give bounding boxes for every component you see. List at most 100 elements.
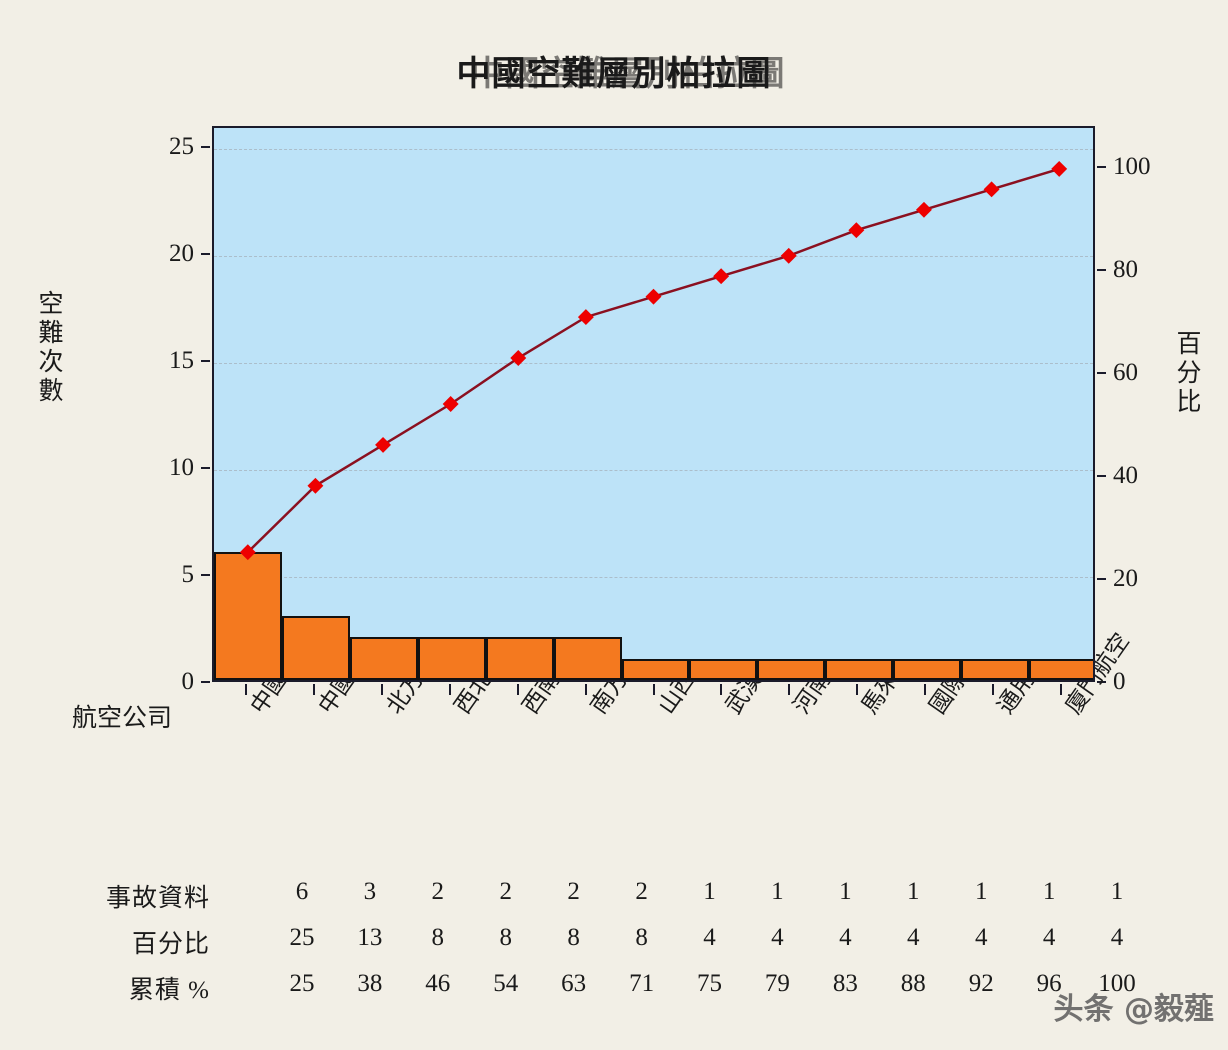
y-axis-tickmark bbox=[201, 467, 210, 470]
table-row-label: 百分比 bbox=[131, 931, 210, 958]
y-axis-title: 空難次數 bbox=[35, 290, 62, 406]
y2-axis-tick-label: 0 bbox=[1113, 668, 1126, 695]
bar bbox=[689, 658, 758, 680]
table-cell: 2 bbox=[567, 878, 580, 905]
plot-area bbox=[212, 126, 1095, 682]
table-cell: 100 bbox=[1098, 970, 1136, 997]
table-cell: 4 bbox=[974, 924, 988, 951]
gridline bbox=[214, 149, 1093, 151]
x-axis-tickmark bbox=[992, 684, 995, 695]
y2-axis-tickmark bbox=[1097, 578, 1106, 581]
table-cell: 4 bbox=[839, 924, 852, 951]
bar bbox=[214, 551, 282, 680]
table-cell: 1 bbox=[771, 878, 784, 905]
x-axis-tickmark bbox=[448, 684, 451, 695]
table-cell: 1 bbox=[839, 878, 852, 905]
x-axis-tickmark bbox=[516, 684, 519, 695]
bar bbox=[553, 637, 622, 680]
y2-axis-tick-label: 80 bbox=[1113, 256, 1138, 284]
table-cell: 8 bbox=[499, 924, 512, 951]
table-cell: 83 bbox=[832, 970, 858, 997]
table-cell: 1 bbox=[974, 878, 988, 905]
table-cell: 71 bbox=[629, 970, 655, 997]
y2-axis-tick-label: 40 bbox=[1113, 462, 1138, 490]
y2-axis-tickmark bbox=[1097, 166, 1106, 169]
bar bbox=[757, 658, 826, 680]
bar bbox=[961, 658, 1030, 680]
table-cell: 8 bbox=[567, 924, 580, 951]
x-axis-tickmark bbox=[720, 684, 723, 695]
table-cell: 1 bbox=[907, 878, 920, 905]
y-axis-tick-label: 15 bbox=[169, 347, 194, 375]
table-cell: 1 bbox=[1042, 878, 1056, 905]
bar bbox=[621, 658, 690, 680]
table-cell: 6 bbox=[295, 878, 309, 905]
x-axis-tickmark bbox=[380, 684, 383, 695]
y-axis-tickmark bbox=[201, 360, 210, 363]
table-cell: 1 bbox=[703, 878, 716, 905]
table-row: 累積 % 25 38 46 54 63 71 75 79 83 88 92 96 100 bbox=[0, 970, 1228, 1006]
x-axis-tickmark bbox=[652, 684, 655, 695]
table-cell: 4 bbox=[1042, 924, 1056, 951]
bar bbox=[1029, 658, 1093, 680]
x-axis-tickmark bbox=[856, 684, 859, 695]
x-axis-title: 航空公司 bbox=[72, 705, 173, 732]
table-cell: 2 bbox=[431, 878, 445, 905]
table-cell: 54 bbox=[493, 970, 519, 997]
table-cell: 4 bbox=[1110, 924, 1124, 951]
table-cell: 3 bbox=[363, 878, 377, 905]
y2-axis-tick-label: 100 bbox=[1113, 153, 1151, 181]
table-cell: 1 bbox=[1110, 878, 1124, 905]
table-cell: 92 bbox=[968, 970, 994, 997]
bar bbox=[349, 637, 418, 680]
table-cell: 8 bbox=[635, 924, 648, 951]
bar bbox=[281, 615, 350, 680]
table-cell: 96 bbox=[1036, 970, 1062, 997]
y-axis-tick-label: 20 bbox=[169, 240, 194, 268]
y2-axis-tick-label: 20 bbox=[1113, 565, 1138, 593]
table-cell: 2 bbox=[635, 878, 648, 905]
y2-axis-tickmark bbox=[1097, 681, 1106, 683]
bar bbox=[825, 658, 894, 680]
watermark: 头条 @毅薤 bbox=[1053, 992, 1214, 1027]
y2-axis-title: 百分比 bbox=[1173, 330, 1200, 417]
y2-axis-tickmark bbox=[1097, 475, 1106, 478]
y-axis-tick-label: 10 bbox=[169, 454, 194, 482]
x-axis-tickmark bbox=[584, 684, 587, 695]
table-cell: 79 bbox=[764, 970, 790, 997]
table-row: 百分比 25 13 8 8 8 8 4 4 4 4 4 4 4 bbox=[0, 924, 1228, 960]
y-axis-tick-label: 5 bbox=[181, 561, 195, 589]
bar bbox=[417, 637, 486, 680]
chart-title-ghost: 中國空難層別柏拉圖 bbox=[470, 56, 786, 93]
x-axis-tickmark bbox=[1060, 684, 1063, 695]
y2-axis-tickmark bbox=[1097, 269, 1106, 272]
table-row-label: 累積 % bbox=[128, 977, 210, 1004]
gridline bbox=[214, 577, 1093, 579]
table-cell: 38 bbox=[357, 970, 383, 997]
table-cell: 8 bbox=[431, 924, 445, 951]
table-cell: 4 bbox=[907, 924, 920, 951]
y-axis-tickmark bbox=[201, 253, 210, 256]
table-row-label: 事故資料 bbox=[105, 885, 210, 912]
x-axis-tickmark bbox=[924, 684, 927, 695]
bars-layer bbox=[214, 128, 1093, 680]
y-axis-tickmark bbox=[201, 146, 210, 149]
y-axis-tickmark bbox=[201, 574, 210, 577]
table-cell: 2 bbox=[499, 878, 512, 905]
table-cell: 46 bbox=[425, 970, 451, 997]
y-axis-tickmark bbox=[201, 681, 210, 683]
bar bbox=[893, 658, 962, 680]
x-axis-tickmark bbox=[788, 684, 791, 695]
y2-axis-tickmark bbox=[1097, 372, 1106, 375]
table-cell: 25 bbox=[289, 924, 315, 951]
table-cell: 13 bbox=[357, 924, 383, 951]
y-axis-tick-label: 25 bbox=[169, 133, 194, 161]
table-cell: 4 bbox=[703, 924, 716, 951]
table-cell: 75 bbox=[697, 970, 722, 997]
table-cell: 63 bbox=[561, 970, 587, 997]
bar bbox=[485, 637, 554, 680]
y-axis-tick-label: 0 bbox=[181, 668, 195, 695]
x-axis-tickmark bbox=[312, 684, 315, 695]
y2-axis-tick-label: 60 bbox=[1113, 359, 1138, 387]
